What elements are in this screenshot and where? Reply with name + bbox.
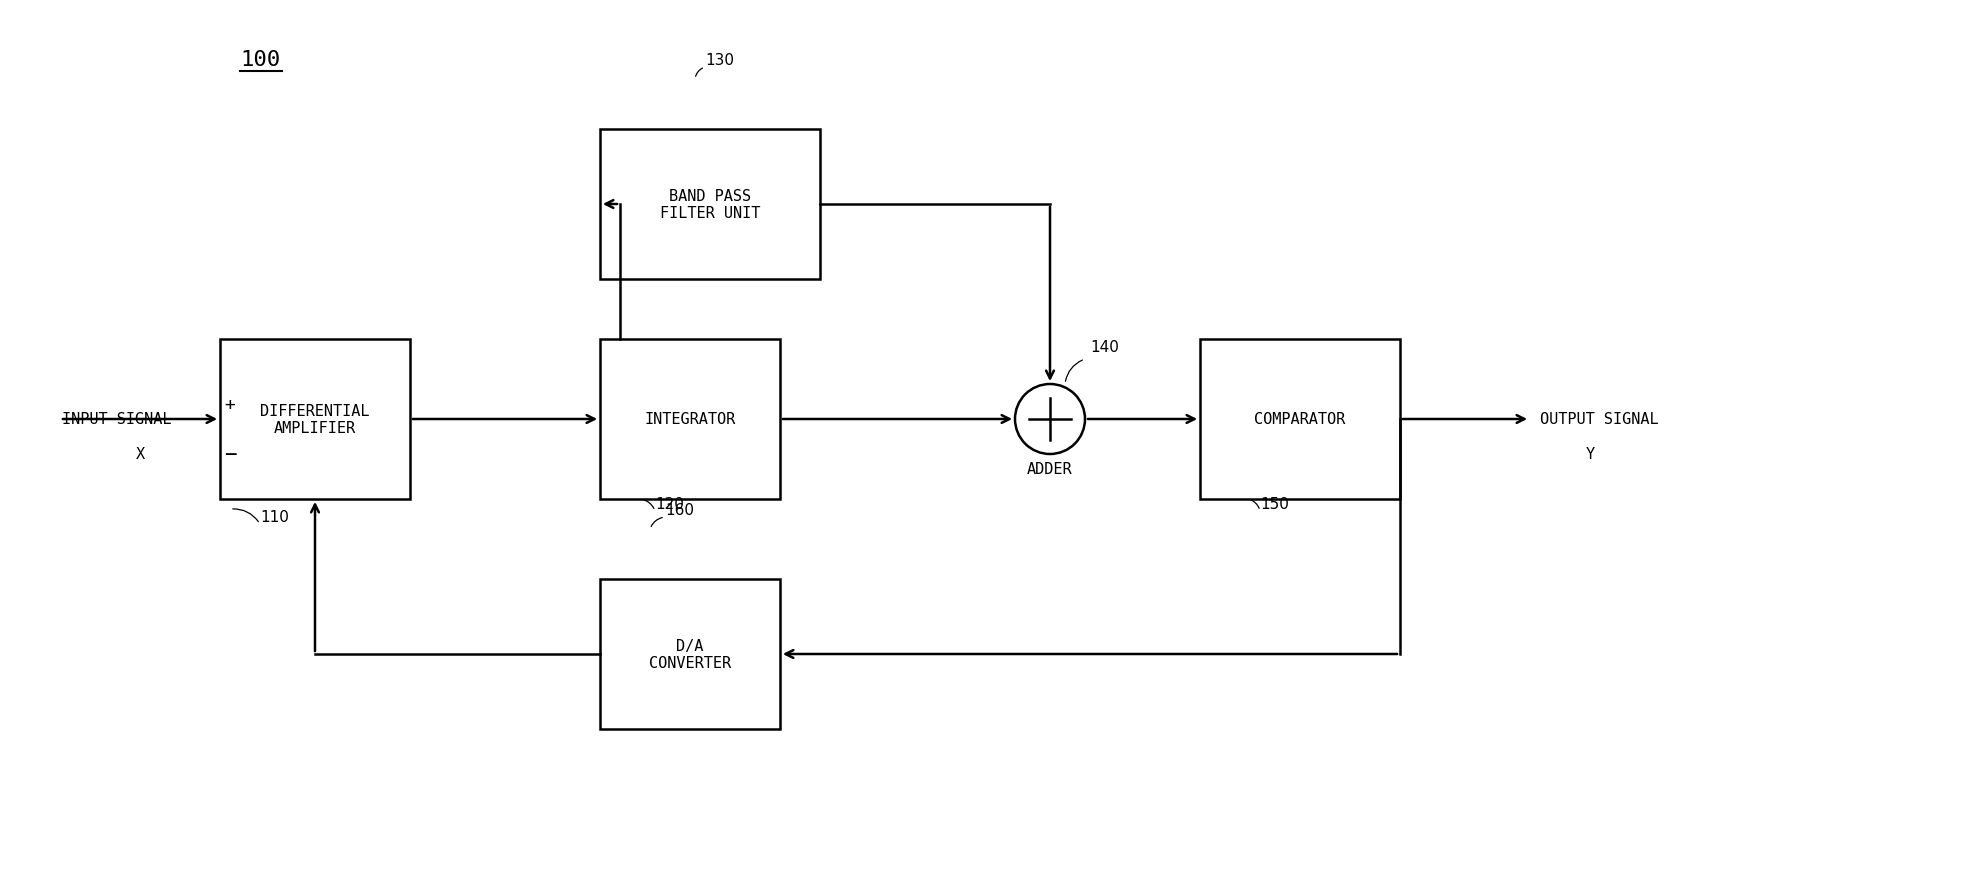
Text: 150: 150 (1259, 496, 1289, 512)
Text: X: X (135, 447, 145, 461)
Text: 130: 130 (705, 53, 735, 68)
Text: INTEGRATOR: INTEGRATOR (644, 412, 735, 427)
Text: INPUT SIGNAL: INPUT SIGNAL (61, 412, 172, 427)
Bar (600, 129, 820, 280)
Bar (1200, 340, 1400, 500)
Text: 100: 100 (240, 50, 279, 70)
Text: Y: Y (1584, 447, 1594, 461)
Text: −: − (224, 444, 236, 464)
Bar (600, 340, 780, 500)
Text: COMPARATOR: COMPARATOR (1253, 412, 1344, 427)
Bar (600, 580, 780, 729)
Text: OUTPUT SIGNAL: OUTPUT SIGNAL (1538, 412, 1657, 427)
Text: DIFFERENTIAL
AMPLIFIER: DIFFERENTIAL AMPLIFIER (259, 403, 370, 435)
Text: BAND PASS
FILTER UNIT: BAND PASS FILTER UNIT (659, 189, 760, 221)
Text: 160: 160 (665, 502, 693, 517)
Text: +: + (224, 395, 236, 414)
Circle shape (1014, 385, 1085, 454)
Bar (220, 340, 410, 500)
Text: 120: 120 (655, 496, 683, 512)
Text: ADDER: ADDER (1028, 461, 1073, 476)
Text: 110: 110 (259, 509, 289, 524)
Text: D/A
CONVERTER: D/A CONVERTER (649, 638, 731, 670)
Text: 140: 140 (1089, 340, 1119, 355)
